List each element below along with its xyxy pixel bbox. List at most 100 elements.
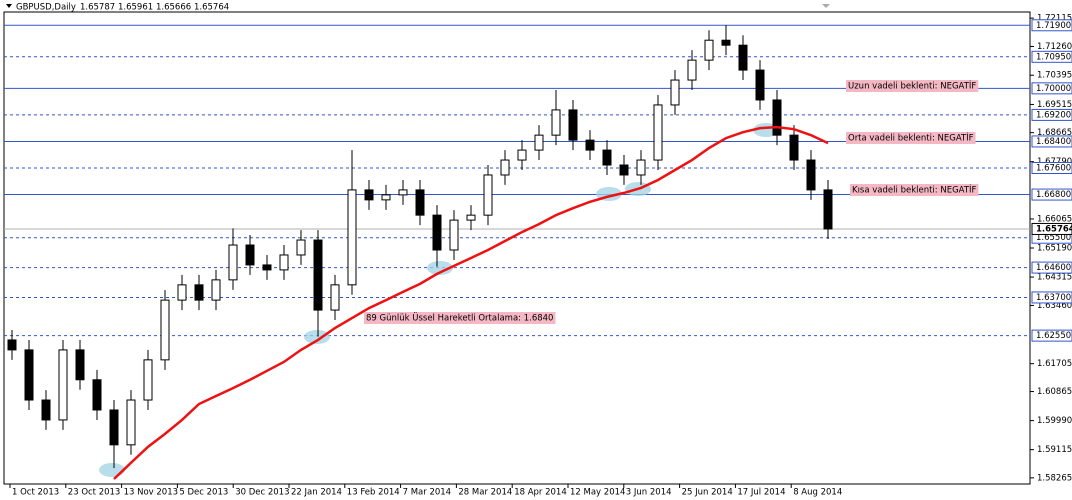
annotation-box (850, 184, 979, 196)
candle-body (58, 349, 68, 421)
candle-body (126, 399, 136, 446)
x-tick-label: 30 Dec 2013 (235, 488, 289, 498)
candle-body (330, 284, 340, 311)
candle-body (772, 99, 782, 136)
candle-body (466, 214, 476, 221)
level-box (1031, 291, 1072, 304)
candle-body (721, 39, 731, 46)
candle-body (636, 159, 646, 176)
candle-body (449, 219, 459, 251)
level-box (1031, 261, 1072, 274)
level-box (1031, 19, 1072, 32)
y-tick-label: 1.59990 (1037, 416, 1072, 426)
candle-body (755, 69, 765, 101)
y-tick-label: 1.69515 (1037, 100, 1072, 110)
candle-body (7, 339, 17, 351)
candle-body (160, 299, 170, 361)
annotation: Orta vadeli beklenti: NEGATİF (848, 133, 974, 144)
y-tick-label: 1.70395 (1037, 71, 1072, 81)
touch-highlight (427, 261, 453, 275)
current-price-label: 1.65764 (1036, 224, 1072, 234)
open-price: 1.65787 (80, 3, 115, 13)
close-price: 1.65764 (194, 3, 229, 13)
candle-body (806, 159, 816, 191)
candle-body (551, 109, 561, 136)
candle-body (432, 214, 442, 251)
candle-body (738, 44, 748, 71)
menu-arrow[interactable] (6, 4, 12, 8)
scroll-arrow[interactable] (822, 4, 830, 8)
candle-body (75, 349, 85, 381)
candle-body (534, 134, 544, 151)
high-price: 1.65961 (118, 3, 153, 13)
candle-body (143, 359, 153, 401)
level-box (1031, 329, 1072, 342)
candle-body (483, 174, 493, 216)
candle-body (279, 254, 289, 271)
y-tick-label: 1.59115 (1037, 445, 1072, 455)
y-tick-label: 1.58265 (1037, 473, 1072, 483)
touch-highlight (99, 463, 125, 477)
annotation: Uzun vadeli beklenti: NEGATİF (848, 81, 976, 92)
candle-body (245, 244, 255, 266)
candle-body (653, 104, 663, 161)
candle-body (517, 149, 527, 161)
level-box (1031, 50, 1072, 63)
level-label: 1.65500 (1036, 233, 1071, 243)
annotation-box (364, 312, 556, 324)
candle-body (296, 239, 306, 256)
x-tick-label: 17 Jul 2014 (737, 488, 785, 498)
y-tick-label: 1.64315 (1037, 273, 1072, 283)
level-box (1031, 108, 1072, 121)
candle-body (211, 279, 221, 301)
x-tick-label: 1 Oct 2013 (12, 488, 59, 498)
annotation: Kısa vadeli beklenti: NEGATİF (852, 185, 977, 196)
candle-body (41, 399, 51, 421)
x-tick-label: 22 Jan 2014 (291, 488, 342, 498)
level-label: 1.66800 (1036, 190, 1071, 200)
low-price: 1.65666 (156, 3, 191, 13)
ema-line (113, 125, 829, 480)
x-tick-label: 18 Apr 2014 (514, 488, 567, 498)
x-tick-label: 7 Mar 2014 (403, 488, 451, 498)
touch-highlight (304, 330, 330, 344)
level-label: 1.70950 (1036, 52, 1071, 62)
candle-body (568, 109, 578, 141)
candle-body (347, 189, 357, 286)
candle-body (687, 59, 697, 81)
level-box (1031, 82, 1072, 95)
y-tick-label: 1.68665 (1037, 128, 1072, 138)
y-tick-label: 1.71260 (1037, 42, 1072, 52)
candle-body (381, 194, 391, 201)
level-label: 1.68400 (1036, 137, 1071, 147)
candle-body (585, 139, 595, 151)
level-box (1031, 162, 1072, 175)
y-tick-label: 1.72115 (1037, 14, 1072, 24)
candle-body (823, 189, 833, 230)
level-label: 1.67600 (1036, 164, 1071, 174)
y-tick-label: 1.61705 (1037, 359, 1072, 369)
x-tick-label: 23 Oct 2013 (68, 488, 121, 498)
candle-body (313, 239, 323, 311)
candle-body (177, 284, 187, 301)
annotation-box (846, 132, 976, 144)
candle-body (789, 134, 799, 161)
level-label: 1.69200 (1036, 110, 1071, 120)
symbol: GBPUSD,Daily (16, 3, 76, 13)
x-tick-label: 25 Jun 2014 (682, 488, 733, 498)
candle-body (670, 79, 680, 106)
x-tick-label: 5 Dec 2013 (179, 488, 228, 498)
candle-body (109, 409, 119, 446)
candle-body (92, 379, 102, 411)
candle-body (262, 264, 272, 271)
candle-body (602, 149, 612, 166)
x-tick-label: 3 Jun 2014 (626, 488, 672, 498)
x-tick-label: 8 Aug 2014 (793, 488, 842, 498)
candle-body (398, 189, 408, 196)
x-tick-label: 12 May 2014 (570, 488, 625, 498)
candle-body (415, 189, 425, 216)
level-label: 1.70000 (1036, 84, 1071, 94)
level-label: 1.71900 (1036, 21, 1071, 31)
